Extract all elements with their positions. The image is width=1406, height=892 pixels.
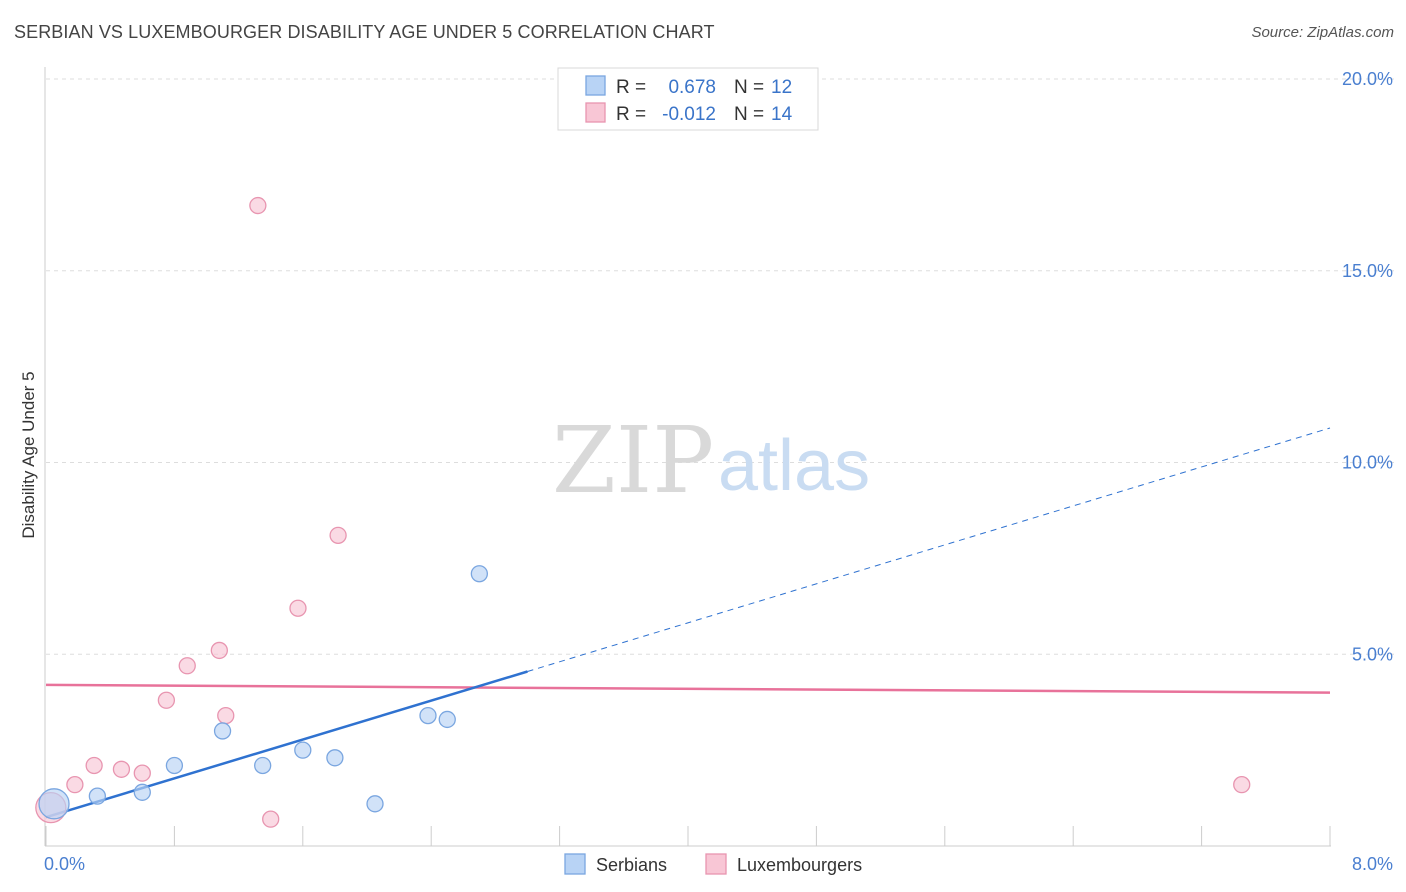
y-tick-label: 5.0% — [1352, 644, 1393, 664]
watermark: ZIP atlas — [552, 407, 870, 514]
legend-n-value-luxembourgers: 14 — [771, 104, 793, 125]
legend-swatch-luxembourgers — [585, 102, 606, 123]
axes — [44, 67, 1331, 847]
point-luxembourgers — [85, 756, 103, 775]
point-serbians — [254, 756, 272, 775]
point-serbians — [213, 722, 232, 740]
point-luxembourgers — [112, 760, 131, 778]
point-luxembourgers — [249, 196, 267, 215]
legend-swatch-serbians — [585, 75, 606, 96]
point-serbians — [294, 741, 312, 759]
point-serbians — [366, 795, 384, 813]
watermark-zip: ZIP — [552, 407, 714, 514]
source-label: Source: ZipAtlas.com — [1251, 24, 1394, 41]
trend-line-luxembourgers — [45, 683, 1331, 694]
y-tick-label: 10.0% — [1342, 453, 1393, 473]
legend-r-label-luxembourgers: R = — [616, 104, 646, 125]
legend-r-value-luxembourgers: -0.012 — [662, 104, 716, 125]
point-luxembourgers — [210, 641, 228, 660]
watermark-atlas: atlas — [718, 426, 870, 506]
point-luxembourgers — [1233, 775, 1251, 794]
bottom-legend-swatch-luxembourgers — [705, 853, 727, 875]
legend-n-label-luxembourgers: N = — [734, 104, 764, 125]
legend-r-label-serbians: R = — [616, 77, 646, 98]
x-tick-label: 8.0% — [1352, 854, 1393, 874]
legend-n-label-serbians: N = — [734, 77, 764, 98]
y-tick-label: 20.0% — [1342, 69, 1393, 89]
point-serbians — [438, 710, 456, 729]
y-tick-labels: 5.0% 10.0% 15.0% 20.0% — [1342, 69, 1393, 664]
x-tick-labels: 0.0% 8.0% — [44, 854, 1393, 874]
bottom-legend-swatch-serbians — [564, 853, 586, 875]
point-luxembourgers — [217, 706, 235, 725]
point-luxembourgers — [157, 691, 176, 709]
point-luxembourgers — [66, 775, 84, 794]
bottom-legend-label-luxembourgers: Luxembourgers — [737, 855, 862, 875]
trend-lines — [45, 427, 1331, 819]
legend-r-value-serbians: 0.678 — [668, 77, 716, 98]
y-axis-title: Disability Age Under 5 — [19, 371, 38, 538]
trend-line-serbians-extension — [527, 427, 1331, 672]
grid — [46, 78, 1395, 655]
point-luxembourgers — [178, 657, 196, 675]
point-serbians — [38, 788, 70, 820]
trend-line-serbians — [45, 670, 528, 819]
point-serbians — [88, 787, 107, 805]
data-points — [35, 196, 1251, 828]
series-legend: Serbians Luxembourgers — [564, 853, 862, 875]
x-tick-label: 0.0% — [44, 854, 85, 874]
point-serbians — [133, 783, 151, 801]
point-luxembourgers — [289, 599, 307, 617]
point-serbians — [326, 749, 344, 767]
point-luxembourgers — [133, 764, 151, 782]
bottom-legend-label-serbians: Serbians — [596, 855, 667, 875]
point-luxembourgers — [262, 810, 280, 828]
point-serbians — [419, 706, 437, 725]
point-luxembourgers — [329, 526, 347, 545]
y-tick-label: 15.0% — [1342, 261, 1393, 281]
point-serbians — [470, 565, 489, 583]
point-serbians — [165, 756, 184, 775]
correlation-legend: R = 0.678 N = 12 R = -0.012 N = 14 — [557, 67, 819, 131]
legend-n-value-serbians: 12 — [771, 77, 792, 98]
chart-title: SERBIAN VS LUXEMBOURGER DISABILITY AGE U… — [14, 22, 715, 42]
